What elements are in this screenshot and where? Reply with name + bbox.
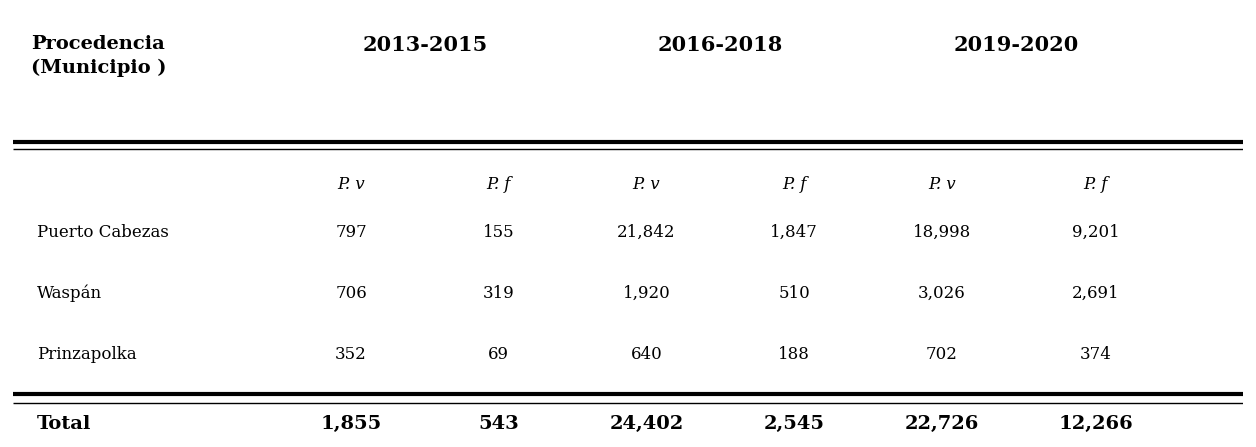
Text: 69: 69 [489, 346, 509, 363]
Text: 1,855: 1,855 [320, 415, 382, 433]
Text: 543: 543 [479, 415, 519, 433]
Text: 2016-2018: 2016-2018 [658, 35, 782, 55]
Text: 1,920: 1,920 [623, 285, 671, 302]
Text: Prinzapolka: Prinzapolka [38, 346, 137, 363]
Text: 2019-2020: 2019-2020 [953, 35, 1079, 55]
Text: 21,842: 21,842 [617, 224, 676, 241]
Text: P. f: P. f [782, 176, 806, 193]
Text: 2,545: 2,545 [764, 415, 825, 433]
Text: 9,201: 9,201 [1071, 224, 1119, 241]
Text: 319: 319 [482, 285, 515, 302]
Text: P. f: P. f [486, 176, 511, 193]
Text: 797: 797 [335, 224, 367, 241]
Text: Procedencia
(Municipio ): Procedencia (Municipio ) [31, 35, 167, 77]
Text: 24,402: 24,402 [609, 415, 683, 433]
Text: 22,726: 22,726 [904, 415, 980, 433]
Text: P. v: P. v [633, 176, 661, 193]
Text: 702: 702 [926, 346, 958, 363]
Text: 155: 155 [484, 224, 515, 241]
Text: Waspán: Waspán [38, 285, 102, 302]
Text: P. v: P. v [928, 176, 956, 193]
Text: 12,266: 12,266 [1059, 415, 1133, 433]
Text: 2013-2015: 2013-2015 [362, 35, 487, 55]
Text: 640: 640 [631, 346, 662, 363]
Text: P. v: P. v [338, 176, 364, 193]
Text: 352: 352 [335, 346, 367, 363]
Text: 2,691: 2,691 [1071, 285, 1119, 302]
Text: 1,847: 1,847 [770, 224, 818, 241]
Text: 188: 188 [779, 346, 810, 363]
Text: 3,026: 3,026 [918, 285, 966, 302]
Text: P. f: P. f [1084, 176, 1108, 193]
Text: 18,998: 18,998 [913, 224, 971, 241]
Text: Puerto Cabezas: Puerto Cabezas [38, 224, 170, 241]
Text: Total: Total [38, 415, 92, 433]
Text: 374: 374 [1080, 346, 1112, 363]
Text: 510: 510 [779, 285, 810, 302]
Text: 706: 706 [335, 285, 367, 302]
